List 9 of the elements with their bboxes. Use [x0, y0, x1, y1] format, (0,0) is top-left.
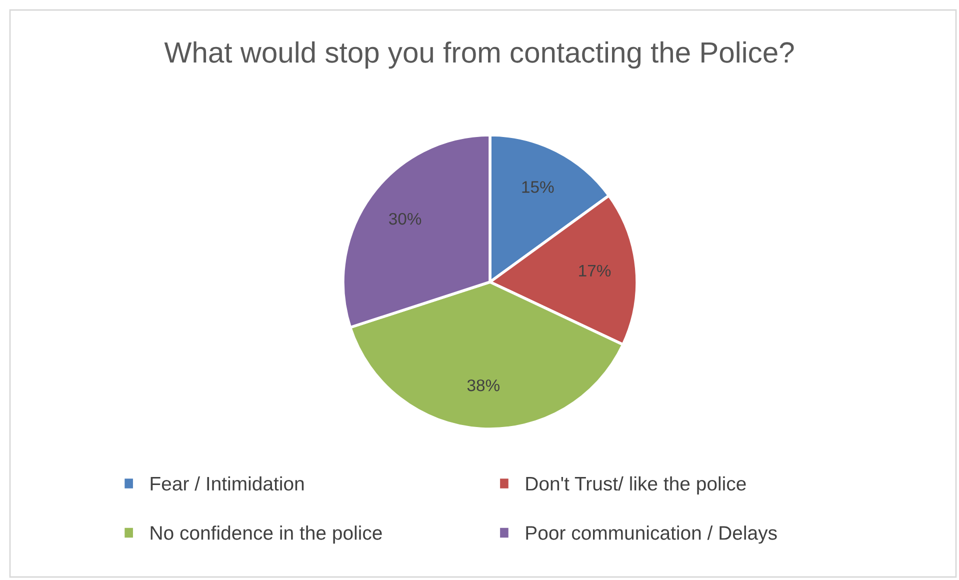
chart-title: What would stop you from contacting the Police?: [164, 41, 794, 69]
legend-label: No confidence in the police: [150, 526, 382, 544]
data-label: 38%: [467, 379, 500, 392]
data-label: 17%: [579, 264, 611, 277]
legend-label: Don't Trust/ like the police: [526, 476, 746, 494]
data-label: 15%: [522, 181, 554, 193]
data-label: 30%: [389, 212, 422, 225]
legend-label: Poor communication / Delays: [526, 526, 777, 544]
legend-label: Fear / Intimidation: [150, 476, 304, 491]
